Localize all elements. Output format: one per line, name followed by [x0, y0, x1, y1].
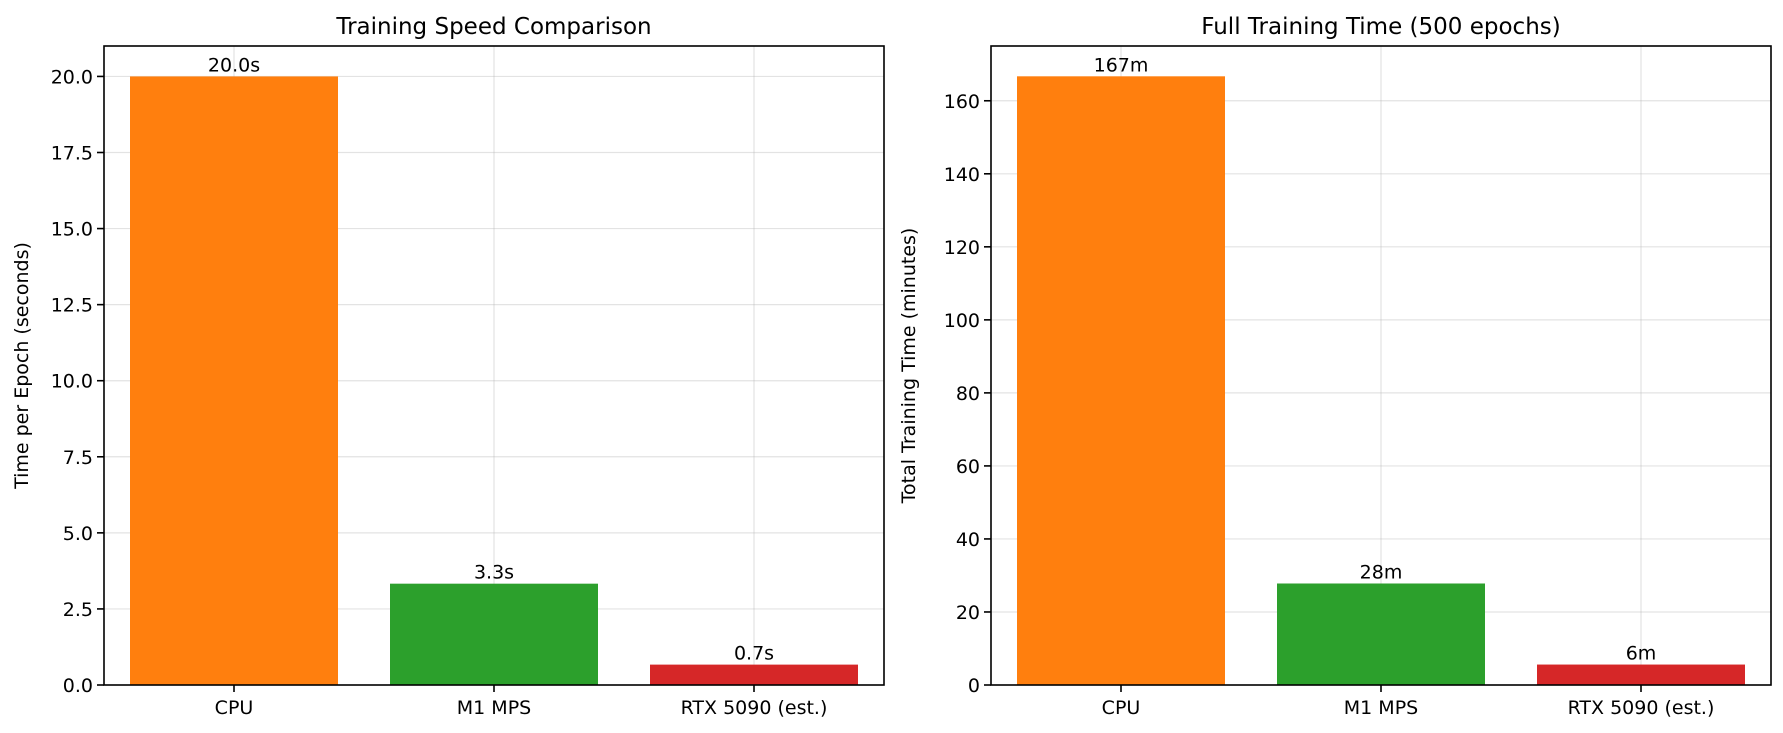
y-axis-label: Time per Epoch (seconds) [11, 242, 33, 490]
y-tick-label: 20.0 [51, 66, 93, 88]
y-tick-label: 120 [944, 237, 980, 259]
y-tick-label: 80 [956, 383, 980, 405]
bars [130, 76, 858, 685]
data-label: 3.3s [474, 562, 514, 584]
bar [390, 583, 598, 685]
y-axis-label: Total Training Time (minutes) [898, 228, 920, 505]
x-tick-label: M1 MPS [457, 697, 531, 719]
y-tick-label: 5.0 [63, 523, 93, 545]
bar [130, 76, 338, 685]
y-tick-label: 15.0 [51, 219, 93, 241]
data-label: 6m [1626, 643, 1657, 665]
y-tick-label: 140 [944, 164, 980, 186]
y-tick-label: 2.5 [63, 599, 93, 621]
data-labels: 20.0s 3.3s 0.7s [208, 54, 774, 664]
y-tick-label: 17.5 [51, 143, 93, 165]
y-tick-label: 0.0 [63, 675, 93, 697]
bar [1017, 76, 1225, 685]
chart-title: Training Speed Comparison [335, 14, 651, 40]
bar [1537, 664, 1745, 685]
x-tick-label: M1 MPS [1344, 697, 1418, 719]
y-tick-label: 160 [944, 91, 980, 113]
y-ticks: 0 20 40 60 80 100 120 140 160 [944, 91, 991, 697]
x-tick-label: RTX 5090 (est.) [1568, 697, 1715, 719]
x-tick-label: RTX 5090 (est.) [681, 697, 828, 719]
chart-training-speed: Training Speed Comparison Time per Epoch… [11, 14, 885, 719]
y-ticks: 0.0 2.5 5.0 7.5 10.0 12.5 15.0 17.5 20.0 [51, 66, 104, 697]
data-label: 167m [1094, 54, 1149, 76]
y-tick-label: 20 [956, 602, 980, 624]
data-label: 0.7s [734, 643, 774, 665]
y-tick-label: 60 [956, 456, 980, 478]
data-label: 20.0s [208, 54, 260, 76]
x-tick-label: CPU [215, 697, 254, 719]
x-tick-label: CPU [1102, 697, 1141, 719]
x-ticks: CPU M1 MPS RTX 5090 (est.) [1102, 685, 1715, 719]
y-tick-label: 10.0 [51, 371, 93, 393]
bar [1277, 583, 1485, 685]
bars [1017, 76, 1745, 685]
y-tick-label: 12.5 [51, 295, 93, 317]
y-tick-label: 0 [968, 675, 980, 697]
chart-full-training-time: Full Training Time (500 epochs) Total Tr… [898, 14, 1772, 719]
data-labels: 167m 28m 6m [1094, 54, 1657, 664]
bar [650, 664, 858, 685]
y-tick-label: 100 [944, 310, 980, 332]
chart-title: Full Training Time (500 epochs) [1201, 14, 1561, 40]
y-tick-label: 7.5 [63, 447, 93, 469]
y-tick-label: 40 [956, 529, 980, 551]
x-ticks: CPU M1 MPS RTX 5090 (est.) [215, 685, 828, 719]
data-label: 28m [1360, 561, 1403, 583]
